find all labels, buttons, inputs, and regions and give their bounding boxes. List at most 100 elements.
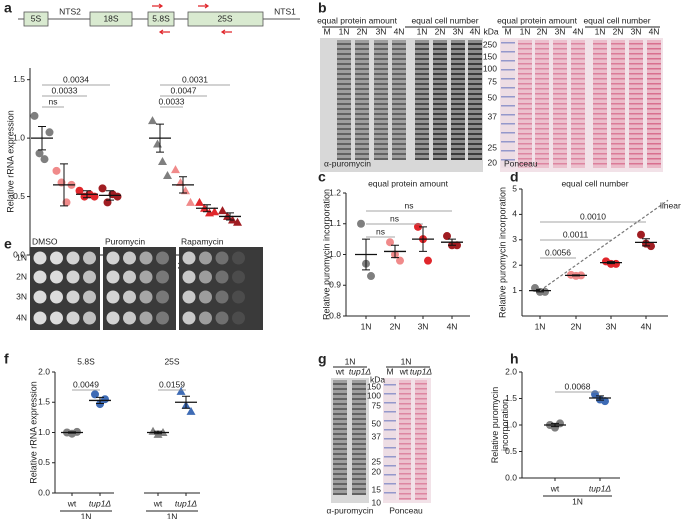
blot-lane xyxy=(337,40,351,160)
y-tick-label: 0.0 xyxy=(13,249,25,259)
lane-label: 4N xyxy=(573,26,584,36)
blot-lane xyxy=(415,380,427,500)
lane-label: M xyxy=(323,26,330,36)
y-tick-label: 1.5 xyxy=(38,397,50,407)
error-bar xyxy=(226,212,234,221)
p-value: ns xyxy=(49,96,58,106)
error-bar xyxy=(551,422,559,428)
yeast-spot xyxy=(33,270,47,284)
marker-label: 25 xyxy=(488,142,498,152)
blot-caption: α-puromycin xyxy=(327,505,374,515)
blot-header: 1N xyxy=(401,356,412,366)
condition-label: Puromycin xyxy=(105,236,145,246)
yeast-spot xyxy=(33,311,47,325)
y-axis-title: Relative puromycin incorporation xyxy=(321,188,331,321)
y-axis-title: Relative rRNA expression xyxy=(5,110,15,213)
data-point xyxy=(186,197,195,206)
x-tick-label: 1N xyxy=(535,321,546,331)
lane-label: tup1Δ xyxy=(410,366,433,376)
y-tick-label: 1.5 xyxy=(13,74,25,84)
data-point xyxy=(96,400,104,409)
y-tick-label: 1.1 xyxy=(329,218,341,228)
data-point xyxy=(541,287,549,296)
yeast-spot xyxy=(50,270,63,284)
error-bar xyxy=(203,204,211,213)
lane-label: 4N xyxy=(394,26,405,36)
unit-label: kDa xyxy=(370,374,385,384)
marker-label: 75 xyxy=(488,76,498,86)
lane-label: 4N xyxy=(470,26,481,36)
panel-label: e xyxy=(4,236,12,252)
marker-label: 50 xyxy=(488,92,498,102)
marker-label: 250 xyxy=(483,39,497,49)
panel-label: a xyxy=(4,0,12,16)
yeast-spot xyxy=(232,311,245,325)
x-tick-label: 3N xyxy=(418,321,429,331)
blot-lane xyxy=(451,40,465,160)
blot-lane xyxy=(647,40,661,168)
yeast-spot xyxy=(215,290,229,304)
blot-lane xyxy=(433,40,447,160)
data-point xyxy=(98,184,107,193)
unit-label: kDa xyxy=(483,26,498,36)
yeast-spot xyxy=(123,270,136,284)
y-tick-label: 3 xyxy=(512,234,517,244)
segment-label: 18S xyxy=(103,13,118,23)
marker-label: 25 xyxy=(372,456,382,466)
yeast-spot xyxy=(199,270,212,284)
yeast-spot xyxy=(182,311,196,325)
y-tick-label: 1 xyxy=(512,285,517,295)
y-tick-label: 1.0 xyxy=(38,427,50,437)
strain-label: 4N xyxy=(16,312,27,322)
data-point xyxy=(153,139,162,148)
error-bar xyxy=(38,125,46,151)
p-value: 0.0034 xyxy=(63,74,89,84)
data-point xyxy=(357,219,365,228)
yeast-spot xyxy=(106,270,120,284)
y-tick-label: 2.0 xyxy=(505,366,517,376)
yeast-spot xyxy=(83,251,96,265)
yeast-spot xyxy=(139,311,153,325)
p-value: 0.0159 xyxy=(159,379,185,389)
yeast-spot xyxy=(215,311,229,325)
group-label: 1N xyxy=(81,511,92,519)
error-bar xyxy=(642,238,650,247)
data-point xyxy=(186,406,196,415)
error-bar xyxy=(179,176,187,194)
y-tick-label: 0.0 xyxy=(38,487,50,497)
marker-label: 10 xyxy=(372,497,382,507)
lane-label: M xyxy=(504,26,511,36)
yeast-spot xyxy=(33,290,47,304)
y-tick-label: 5 xyxy=(512,183,517,193)
y-tick-label: 0.5 xyxy=(505,446,517,456)
p-value: 0.0011 xyxy=(563,229,589,239)
group-title: 5.8S xyxy=(77,356,95,366)
y-axis-title-box: Relative puromycin incorporation xyxy=(321,188,331,321)
reference-line xyxy=(539,199,669,292)
error-bar xyxy=(607,261,615,265)
data-point xyxy=(52,166,61,175)
x-tick-label: 4N xyxy=(447,321,458,331)
lane-label: 3N xyxy=(453,26,464,36)
yeast-spot xyxy=(182,290,196,304)
data-point xyxy=(113,192,122,201)
data-point xyxy=(218,206,227,215)
y-axis-title-box: Relative rRNA expression xyxy=(28,381,38,484)
y-axis-title-box: Relative rRNA expression xyxy=(5,110,15,213)
y-tick-label: 2 xyxy=(512,259,517,269)
error-bar xyxy=(596,395,604,401)
segment-label: 5.8S xyxy=(152,13,170,23)
marker-label: 37 xyxy=(488,111,498,121)
marker-label: 15 xyxy=(372,484,382,494)
yeast-spot xyxy=(232,270,245,284)
y-axis-title: Relative puromycin incorporation xyxy=(497,186,507,319)
condition-label: DMSO xyxy=(32,236,58,246)
strain-label: 1N xyxy=(16,252,27,262)
lane-label: 3N xyxy=(631,26,642,36)
y-axis-title: Relative rRNA expression xyxy=(28,381,38,484)
lane-label: wt xyxy=(399,366,409,376)
p-value: 0.0049 xyxy=(73,379,99,389)
panel-label: b xyxy=(318,0,327,16)
